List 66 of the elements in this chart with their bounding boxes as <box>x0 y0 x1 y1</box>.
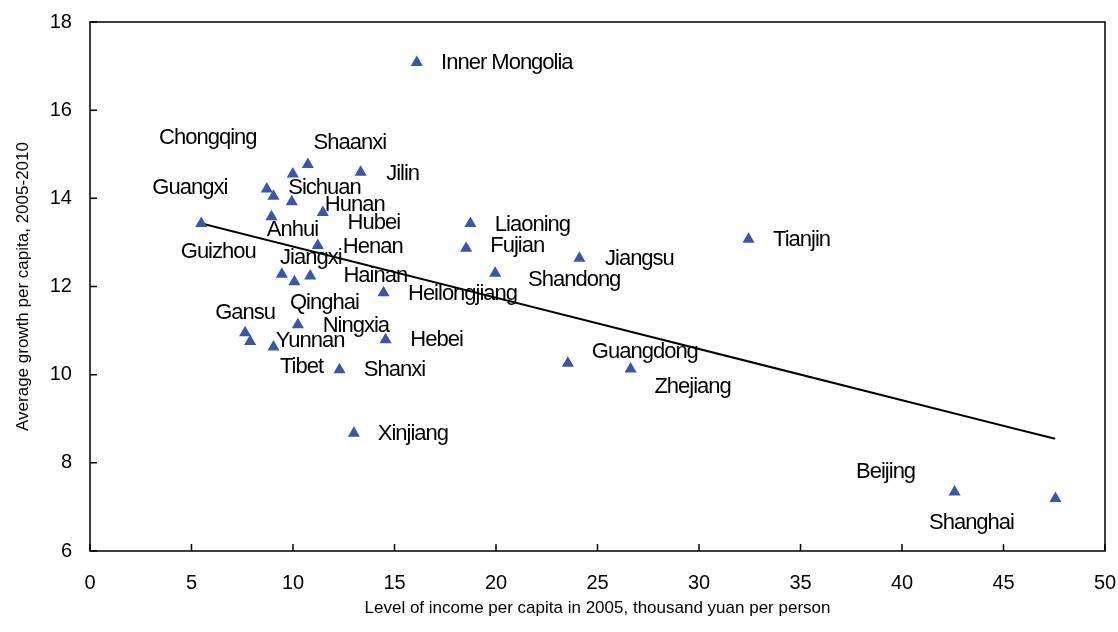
y-tick-label: 10 <box>49 362 72 385</box>
point <box>333 362 346 374</box>
annotation: Jilin <box>386 160 420 186</box>
point <box>291 317 304 329</box>
x-tick-label: 30 <box>687 570 711 593</box>
point <box>354 165 367 176</box>
x-tick-label: 5 <box>185 570 198 593</box>
annotation: Zhejiang <box>654 373 731 398</box>
point <box>286 167 299 178</box>
x-tick-label: 50 <box>1093 570 1117 593</box>
point <box>561 356 574 367</box>
annotation: Henan <box>342 232 403 258</box>
annotation: Shanghai <box>928 508 1015 534</box>
x-tick-label: 10 <box>281 570 305 593</box>
point <box>304 268 317 280</box>
annotation: Hebei <box>410 325 463 351</box>
annotation: Chongqing <box>159 124 257 150</box>
point <box>288 274 301 286</box>
y-tick-label: 14 <box>49 185 72 208</box>
point <box>489 266 502 277</box>
x-tick-label: 35 <box>789 570 812 593</box>
point <box>464 216 477 227</box>
annotation: Guangxi <box>152 174 228 200</box>
y-tick-label: 8 <box>60 450 72 473</box>
y-tick-label: 6 <box>60 538 72 561</box>
annotation: Guizhou <box>180 237 256 263</box>
x-axis-title: Level of income per capita in 2005, thousand yuan per person <box>364 598 831 618</box>
x-tick-label: 40 <box>890 570 914 593</box>
annotation: Anhui <box>266 215 319 241</box>
point <box>195 216 208 227</box>
point <box>260 182 273 193</box>
y-axis-title: Average growth per capita, 2005-2010 <box>12 142 32 431</box>
annotation: Shaanxi <box>313 129 387 155</box>
annotation: Shanxi <box>363 355 426 381</box>
point <box>410 55 423 67</box>
point <box>948 484 961 496</box>
point <box>285 194 298 206</box>
x-tick-label: 25 <box>586 570 609 593</box>
point <box>377 285 390 297</box>
point <box>267 189 280 200</box>
x-tick-label: 0 <box>84 570 96 593</box>
point <box>239 325 252 337</box>
point <box>460 241 473 252</box>
point <box>265 209 278 221</box>
point <box>301 157 314 168</box>
annotation: Beijing <box>856 457 916 483</box>
annotation: Hainan <box>343 261 408 287</box>
x-tick-label: 15 <box>383 570 406 593</box>
y-tick-label: 18 <box>49 9 72 32</box>
point <box>742 232 755 243</box>
y-tick-label: 12 <box>49 274 72 297</box>
annotation: Jiangxi <box>280 244 342 270</box>
point <box>1049 491 1062 503</box>
point <box>347 426 360 437</box>
annotation: Inner Mongolia <box>441 48 575 74</box>
annotation: Tianjin <box>773 226 831 252</box>
annotation: Guangdong <box>591 338 698 364</box>
y-tick-label: 16 <box>49 97 72 120</box>
point <box>573 251 586 262</box>
x-tick-label: 20 <box>484 570 508 593</box>
point <box>311 238 324 249</box>
point <box>244 334 257 346</box>
annotation: Tibet <box>279 352 324 378</box>
annotation: Xinjiang <box>377 420 449 446</box>
annotation: Gansu <box>215 298 276 324</box>
x-tick-label: 45 <box>992 570 1015 593</box>
